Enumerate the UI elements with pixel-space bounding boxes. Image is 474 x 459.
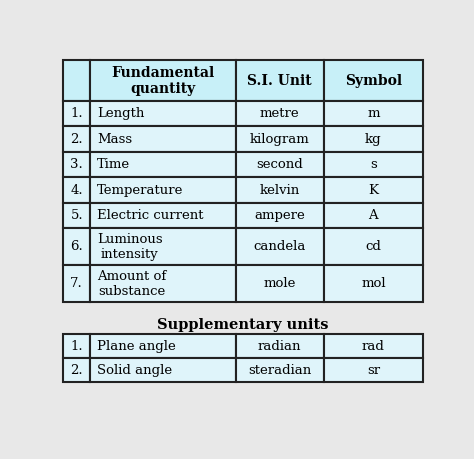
Text: Time: Time <box>97 158 130 171</box>
Text: ampere: ampere <box>254 209 305 222</box>
Bar <box>324 358 423 382</box>
Bar <box>91 203 236 228</box>
Bar <box>324 101 423 127</box>
Bar <box>63 61 91 101</box>
Bar <box>236 101 324 127</box>
Text: mole: mole <box>264 277 296 291</box>
Bar <box>324 228 423 265</box>
Bar <box>236 152 324 177</box>
Text: kelvin: kelvin <box>260 184 300 196</box>
Text: 2.: 2. <box>70 133 83 146</box>
Text: cd: cd <box>365 241 381 253</box>
Text: Mass: Mass <box>97 133 132 146</box>
Bar <box>63 177 91 203</box>
Text: A: A <box>368 209 378 222</box>
Text: Temperature: Temperature <box>97 184 183 196</box>
Text: sr: sr <box>367 364 380 377</box>
Text: S.I. Unit: S.I. Unit <box>247 74 312 88</box>
Bar <box>324 152 423 177</box>
Text: second: second <box>256 158 303 171</box>
Bar <box>324 61 423 101</box>
Text: s: s <box>370 158 377 171</box>
Bar <box>324 127 423 152</box>
Text: 1.: 1. <box>70 107 83 120</box>
Bar <box>324 203 423 228</box>
Text: 3.: 3. <box>70 158 83 171</box>
Text: 5.: 5. <box>70 209 83 222</box>
Text: 2.: 2. <box>70 364 83 377</box>
Bar <box>91 358 236 382</box>
Bar <box>236 203 324 228</box>
Text: Supplementary units: Supplementary units <box>157 318 328 331</box>
Text: 4.: 4. <box>70 184 83 196</box>
Bar <box>236 177 324 203</box>
Text: mol: mol <box>361 277 386 291</box>
Bar <box>91 177 236 203</box>
Text: rad: rad <box>362 340 385 353</box>
Bar <box>63 203 91 228</box>
Text: K: K <box>368 184 378 196</box>
Bar <box>91 265 236 302</box>
Bar <box>63 101 91 127</box>
Text: Plane angle: Plane angle <box>97 340 176 353</box>
Bar <box>324 177 423 203</box>
Bar <box>236 358 324 382</box>
Text: steradian: steradian <box>248 364 311 377</box>
Text: 1.: 1. <box>70 340 83 353</box>
Bar <box>91 228 236 265</box>
Text: 7.: 7. <box>70 277 83 291</box>
Text: metre: metre <box>260 107 300 120</box>
Text: m: m <box>367 107 380 120</box>
Bar <box>63 265 91 302</box>
Bar <box>236 265 324 302</box>
Bar <box>63 358 91 382</box>
Text: candela: candela <box>254 241 306 253</box>
Bar <box>324 334 423 358</box>
Text: Length: Length <box>97 107 145 120</box>
Bar <box>324 265 423 302</box>
Bar <box>236 61 324 101</box>
Text: Fundamental
quantity: Fundamental quantity <box>111 66 215 96</box>
Bar <box>91 152 236 177</box>
Text: 6.: 6. <box>70 241 83 253</box>
Text: Electric current: Electric current <box>97 209 204 222</box>
Bar <box>63 152 91 177</box>
Text: radian: radian <box>258 340 301 353</box>
Bar <box>91 334 236 358</box>
Text: Luminous
intensity: Luminous intensity <box>97 233 163 261</box>
Text: kilogram: kilogram <box>250 133 310 146</box>
Bar <box>236 228 324 265</box>
Text: Symbol: Symbol <box>345 74 402 88</box>
Bar <box>91 101 236 127</box>
Bar <box>236 127 324 152</box>
Text: Solid angle: Solid angle <box>97 364 172 377</box>
Text: kg: kg <box>365 133 382 146</box>
Bar <box>63 334 91 358</box>
Bar <box>91 61 236 101</box>
Bar <box>236 334 324 358</box>
Bar <box>63 127 91 152</box>
Text: Amount of
substance: Amount of substance <box>97 270 166 298</box>
Bar <box>91 127 236 152</box>
Bar <box>63 228 91 265</box>
